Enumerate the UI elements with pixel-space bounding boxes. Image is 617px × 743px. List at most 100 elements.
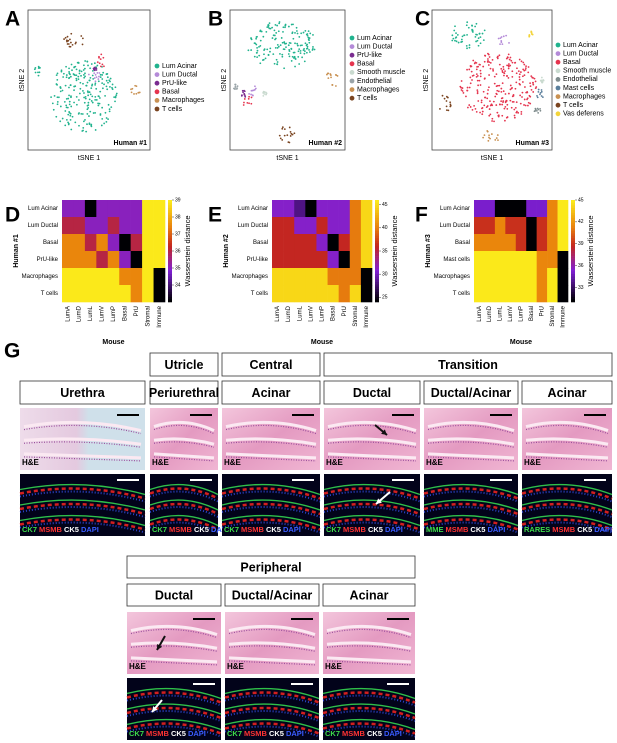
- decoration: [501, 70, 504, 72]
- heatmap-cell: [305, 251, 317, 269]
- header-label: Periurethral: [149, 386, 219, 400]
- heatmap-cell: [494, 217, 506, 235]
- decoration: [291, 31, 294, 34]
- decoration: [293, 132, 296, 135]
- decoration: [82, 126, 85, 129]
- decoration: [375, 235, 379, 239]
- decoration: [101, 63, 104, 66]
- decoration: [100, 124, 103, 127]
- decoration: [498, 84, 501, 87]
- x-axis-label: Mouse: [311, 339, 333, 346]
- decoration: [65, 118, 68, 121]
- decoration: [55, 74, 58, 76]
- decoration: [480, 99, 483, 102]
- stain-label: CK7 MSMB CK5 DAPI: [152, 525, 229, 534]
- decoration: [427, 452, 515, 460]
- colorbar-tick-label: 36: [578, 263, 584, 269]
- decoration: [375, 256, 379, 259]
- legend-swatch: [349, 52, 355, 58]
- decoration: [540, 89, 543, 91]
- decoration: [74, 121, 77, 124]
- decoration: [68, 45, 71, 48]
- stain-label: CK7 MSMB CK5 DAPI: [224, 525, 301, 534]
- decoration: [81, 130, 84, 132]
- decoration: [282, 30, 284, 33]
- decoration: [525, 452, 609, 460]
- row-label: Macrophages: [434, 274, 470, 280]
- heatmap-cell: [62, 251, 74, 269]
- stain-name: CK5: [368, 525, 383, 534]
- heatmap-cell: [96, 217, 109, 235]
- decoration: [499, 37, 502, 39]
- legend-label: Smooth muscle: [563, 68, 611, 75]
- colorbar-tick-label: 36: [175, 248, 181, 254]
- decoration: [322, 718, 416, 731]
- if-image: [224, 678, 320, 740]
- decoration: [279, 52, 281, 55]
- decoration: [94, 73, 97, 76]
- decoration: [168, 200, 172, 203]
- decoration: [253, 55, 256, 58]
- heatmap-cell: [283, 251, 295, 269]
- decoration: [525, 437, 609, 446]
- decoration: [511, 61, 514, 64]
- decoration: [449, 101, 452, 104]
- decoration: [375, 261, 379, 265]
- decoration: [68, 70, 70, 73]
- decoration: [535, 86, 538, 88]
- decoration: [168, 240, 172, 244]
- decoration: [108, 79, 111, 82]
- heatmap-cell: [142, 200, 154, 218]
- decoration: [37, 65, 40, 68]
- heatmap-cell: [130, 200, 143, 218]
- decoration: [504, 70, 506, 73]
- decoration: [527, 101, 530, 104]
- decoration: [39, 66, 41, 69]
- legend-swatch: [349, 87, 355, 92]
- if-image: [149, 474, 219, 536]
- heatmap-cell: [316, 200, 328, 218]
- he-image: [323, 612, 415, 674]
- decoration: [539, 93, 541, 96]
- legend-label: T cells: [162, 106, 183, 113]
- decoration: [513, 114, 516, 117]
- decoration: [262, 94, 265, 97]
- colorbar: [168, 200, 172, 303]
- decoration: [259, 44, 262, 47]
- decoration: [475, 73, 478, 76]
- decoration: [329, 73, 332, 75]
- decoration: [487, 64, 490, 66]
- heatmap-cell: [536, 217, 548, 235]
- decoration: [240, 94, 243, 97]
- decoration: [153, 437, 215, 446]
- decoration: [90, 87, 93, 90]
- decoration: [498, 103, 501, 106]
- column-label: LumL: [88, 305, 94, 321]
- stain-name: MSMB: [244, 729, 267, 738]
- decoration: [59, 120, 62, 123]
- decoration: [23, 424, 142, 435]
- colorbar-tick-label: 37: [175, 231, 181, 237]
- row-label: Macrophages: [22, 274, 58, 280]
- decoration: [61, 89, 64, 92]
- decoration: [225, 441, 317, 448]
- colorbar-tick-label: 39: [578, 241, 584, 247]
- decoration: [541, 81, 543, 84]
- heatmap-cell: [272, 234, 284, 252]
- decoration: [66, 40, 68, 43]
- decoration: [69, 38, 71, 41]
- decoration: [60, 69, 63, 72]
- heatmap-cell: [96, 268, 109, 286]
- decoration: [375, 266, 379, 270]
- decoration: [70, 96, 72, 99]
- decoration: [571, 251, 575, 254]
- decoration: [517, 70, 520, 73]
- decoration: [311, 49, 314, 51]
- decoration: [521, 91, 524, 94]
- decoration: [477, 44, 480, 47]
- decoration: [327, 420, 417, 433]
- decoration: [68, 77, 70, 80]
- decoration: [73, 101, 75, 104]
- decoration: [472, 59, 475, 62]
- decoration: [224, 691, 320, 704]
